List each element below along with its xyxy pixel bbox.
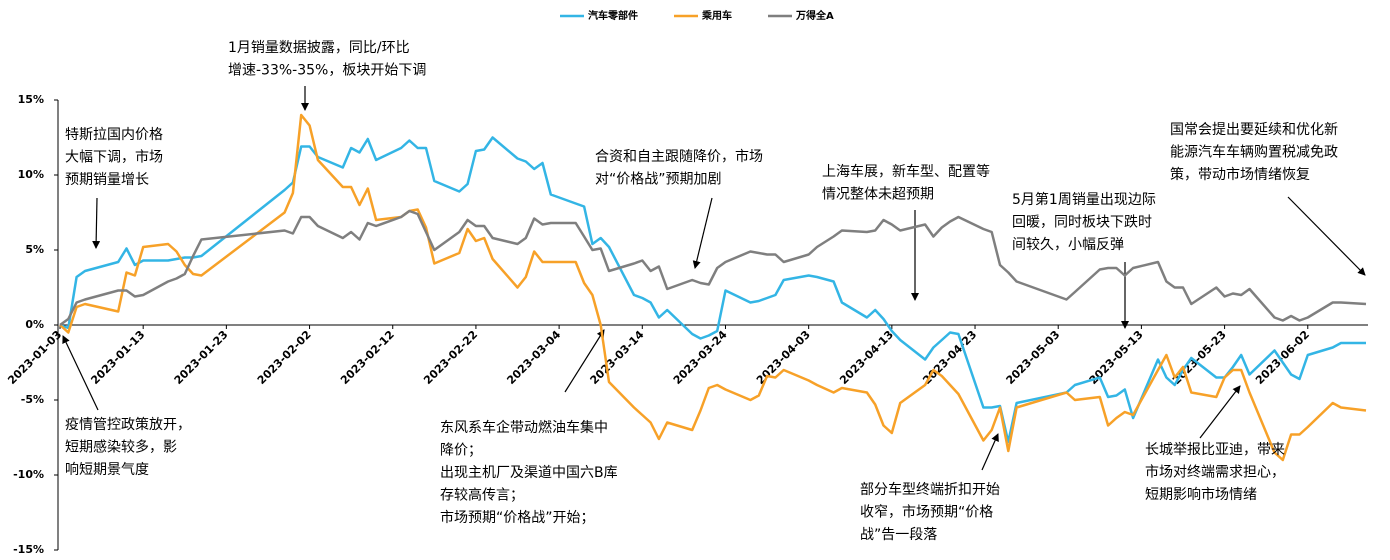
x-tick-label: 2023-01-23 xyxy=(172,328,231,387)
y-tick-label: -5% xyxy=(21,393,44,406)
x-tick-label: 2023-05-03 xyxy=(1004,328,1063,387)
annotation-line: 上海车展，新车型、配置等 xyxy=(822,163,990,180)
x-tick-label: 2023-02-22 xyxy=(421,328,480,387)
arrow xyxy=(1199,385,1241,439)
x-tick-label: 2023-03-04 xyxy=(504,328,563,387)
y-tick-label: 5% xyxy=(25,243,44,256)
arrow xyxy=(692,197,713,269)
y-tick-label: 15% xyxy=(18,93,44,106)
arrow xyxy=(62,335,99,411)
legend-label: 万得全A xyxy=(795,9,834,22)
x-tick-label: 2023-06-02 xyxy=(1253,328,1312,387)
annotation-line: 情况整体未超预期 xyxy=(822,187,934,203)
x-tick-label: 2023-02-02 xyxy=(255,328,314,387)
annotation-line: 策，带动市场情绪恢复 xyxy=(1170,166,1310,183)
y-tick-label: 0% xyxy=(25,318,44,331)
annotation: 合资和自主跟随降价，市场对“价格战”预期加剧 xyxy=(595,148,763,188)
arrow xyxy=(1287,196,1366,276)
annotation-line: 存较高传言； xyxy=(440,487,524,504)
annotation-line: 疫情管控政策放开， xyxy=(65,416,191,433)
y-tick-label: 10% xyxy=(18,168,44,181)
annotation-line: 战”告一段落 xyxy=(860,527,937,543)
annotation-line: 响短期景气度 xyxy=(65,462,149,478)
x-tick-label: 2023-01-03 xyxy=(5,328,64,387)
annotation-line: 合资和自主跟随降价，市场 xyxy=(595,148,763,165)
y-tick-label: -10% xyxy=(13,468,44,481)
annotation-line: 回暖，同时板块下跌时 xyxy=(1012,215,1152,231)
arrow xyxy=(564,329,605,393)
legend-label: 汽车零部件 xyxy=(588,9,638,22)
legend-label: 乘用车 xyxy=(701,9,732,22)
annotation-line: 市场对终端需求担心， xyxy=(1145,464,1285,481)
annotation-line: 大幅下调，市场 xyxy=(65,149,163,166)
annotation-line: 收窄，市场预期“价格 xyxy=(860,504,993,521)
x-tick-label: 2023-04-13 xyxy=(837,328,896,387)
annotation-line: 增速-33%-35%，板块开始下调 xyxy=(228,63,426,79)
x-tick-label: 2023-01-13 xyxy=(88,328,147,387)
arrows xyxy=(62,86,1366,471)
annotation-line: 预期销量增长 xyxy=(65,172,149,188)
annotation-line: 5月第1周销量出现边际 xyxy=(1012,191,1156,208)
annotation-line: 部分车型终端折扣开始 xyxy=(860,481,1000,498)
x-tick-label: 2023-03-24 xyxy=(671,328,730,387)
x-tick-label: 2023-02-12 xyxy=(338,328,397,387)
annotation-line: 特斯拉国内价格 xyxy=(65,127,163,143)
annotation-line: 对“价格战”预期加剧 xyxy=(595,172,722,188)
annotation-line: 出现主机厂及渠道中国六B库 xyxy=(440,465,618,481)
annotation-line: 降价； xyxy=(440,443,482,459)
series-line xyxy=(59,113,1367,462)
y-tick-label: -15% xyxy=(13,543,44,556)
arrow xyxy=(981,433,999,471)
x-tick-label: 2023-03-14 xyxy=(588,328,647,387)
annotation-line: 1月销量数据披露，同比/环比 xyxy=(228,40,410,56)
arrow xyxy=(92,197,101,249)
annotation-line: 国常会提出要延续和优化新 xyxy=(1170,121,1338,138)
annotation-line: 短期感染较多，影 xyxy=(65,439,177,456)
annotation-line: 市场预期“价格战”开始； xyxy=(440,509,595,526)
series-line xyxy=(59,209,1367,327)
annotation-line: 能源汽车车辆购置税减免政 xyxy=(1170,144,1338,161)
annotation-line: 短期影响市场情绪 xyxy=(1145,486,1257,503)
annotation-line: 长城举报比亚迪，带来 xyxy=(1145,442,1285,458)
annotation-line: 间较久，小幅反弹 xyxy=(1012,237,1124,253)
annotation-line: 东风系车企带动燃油车集中 xyxy=(440,419,608,436)
legend: 汽车零部件 乘用车 万得全A xyxy=(560,9,834,22)
